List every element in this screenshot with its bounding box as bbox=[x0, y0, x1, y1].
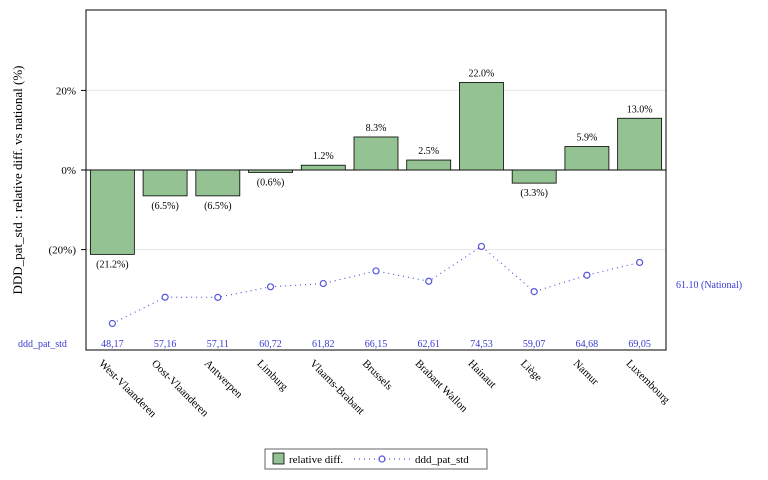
line-point bbox=[214, 293, 222, 301]
ddd-row-value: 69,05 bbox=[628, 339, 651, 350]
line-series bbox=[108, 242, 644, 328]
row-label-ddd-pat-std: ddd_pat_std bbox=[18, 339, 67, 350]
line-path bbox=[112, 245, 640, 325]
bar-data-label: (6.5%) bbox=[204, 201, 232, 212]
ddd-row-value: 48,17 bbox=[101, 339, 124, 350]
line-point bbox=[161, 293, 169, 301]
y-tick-label: (20%) bbox=[49, 245, 77, 257]
national-reference-label: 61.10 (National) bbox=[676, 280, 742, 291]
x-category-label: Luxembourg bbox=[624, 358, 673, 407]
bar bbox=[89, 169, 135, 255]
line-point bbox=[319, 279, 327, 288]
bar-data-label: (3.3%) bbox=[520, 188, 548, 199]
x-category-label: Brussels bbox=[360, 358, 395, 393]
x-category-label: West-Vlaanderen bbox=[96, 358, 159, 421]
y-tick-label: 0% bbox=[61, 165, 76, 177]
ddd-row-value: 61,82 bbox=[312, 339, 335, 350]
ddd-row-value: 60,72 bbox=[259, 339, 282, 350]
ddd-row-value: 59,07 bbox=[523, 339, 546, 350]
bar bbox=[511, 169, 557, 184]
legend: relative diff. ddd_pat_std bbox=[264, 448, 488, 470]
bar-data-label: 13.0% bbox=[627, 104, 653, 115]
bar bbox=[248, 169, 293, 173]
bar-data-label: (0.6%) bbox=[257, 177, 285, 188]
x-category-label: Vlaams-Brabant bbox=[307, 358, 366, 417]
bar-data-label: (6.5%) bbox=[151, 201, 179, 212]
bar-data-label: (21.2%) bbox=[96, 259, 129, 270]
line-point bbox=[425, 277, 433, 285]
bar-data-labels: (21.2%) (6.5%) (6.5%) (0.6%) 1.2% 8.3% 2.5% 22.… bbox=[96, 68, 652, 270]
legend-label-ddd-pat-std: ddd_pat_std bbox=[415, 454, 469, 466]
bar bbox=[564, 146, 610, 171]
x-category-label: Namur bbox=[571, 358, 601, 388]
grid-lines bbox=[86, 89, 666, 251]
line-point bbox=[530, 288, 538, 296]
legend-label-relative-diff: relative diff. bbox=[289, 454, 343, 466]
line-point bbox=[636, 258, 644, 267]
ddd-row-value: 62,61 bbox=[417, 339, 440, 350]
line-point bbox=[477, 242, 486, 251]
bar bbox=[353, 136, 399, 171]
legend-marker-ddd-pat-std bbox=[378, 455, 386, 463]
ddd-row-value: 66,15 bbox=[365, 339, 388, 350]
y-axis-label: DDD_pat_std : relative diff. vs national… bbox=[10, 65, 25, 294]
line-point bbox=[108, 319, 116, 328]
x-category-label: Antwerpen bbox=[202, 358, 245, 401]
ddd-row-value: 57,16 bbox=[154, 339, 177, 350]
legend-swatch-relative-diff bbox=[272, 452, 285, 465]
ddd-row-value: 74,53 bbox=[470, 339, 493, 350]
x-category-label: Liège bbox=[518, 358, 544, 384]
bar-data-label: 22.0% bbox=[469, 68, 495, 79]
bar bbox=[142, 169, 188, 197]
bar bbox=[195, 169, 241, 197]
bar bbox=[617, 117, 663, 171]
line-point bbox=[372, 267, 380, 275]
x-category-label: Hainaut bbox=[465, 358, 498, 391]
y-axis-ticks: 20% 0% (20%) bbox=[49, 85, 86, 257]
x-category-label: Limburg bbox=[254, 358, 290, 394]
x-category-label: Brabant Wallon bbox=[413, 358, 471, 416]
bar-series bbox=[89, 82, 663, 255]
bar bbox=[300, 164, 346, 171]
plot-frame bbox=[85, 9, 667, 351]
ddd-row-value: 64,68 bbox=[576, 339, 599, 350]
bar-data-label: 2.5% bbox=[418, 146, 439, 157]
ddd-row-value: 57,11 bbox=[207, 339, 229, 350]
bar bbox=[406, 159, 452, 171]
bar-data-label: 1.2% bbox=[313, 151, 334, 162]
bar-data-label: 5.9% bbox=[576, 133, 597, 144]
y-tick-label: 20% bbox=[56, 85, 76, 97]
bar-data-label: 8.3% bbox=[366, 123, 387, 134]
legend-frame bbox=[264, 448, 488, 470]
line-point bbox=[583, 271, 591, 279]
line-point bbox=[266, 283, 275, 291]
ddd-row-values: 48,17 57,16 57,11 60,72 61,82 66,15 62,61 74,53… bbox=[101, 339, 651, 350]
bar bbox=[459, 82, 504, 171]
